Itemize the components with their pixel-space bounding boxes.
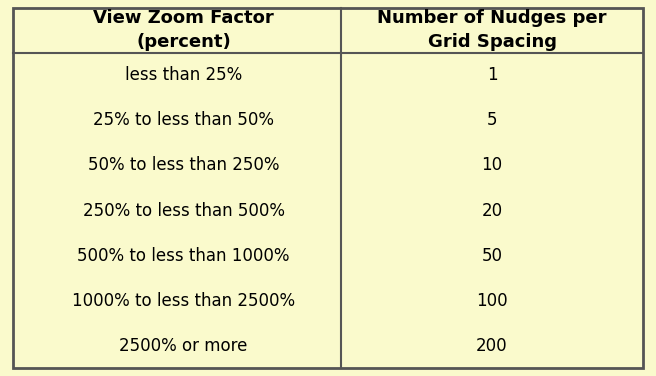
Text: less than 25%: less than 25% (125, 66, 242, 84)
Text: 100: 100 (476, 292, 508, 310)
Text: Number of Nudges per
Grid Spacing: Number of Nudges per Grid Spacing (377, 9, 607, 51)
Text: 200: 200 (476, 337, 508, 355)
Text: 10: 10 (482, 156, 502, 174)
Text: 1000% to less than 2500%: 1000% to less than 2500% (72, 292, 295, 310)
Text: 50% to less than 250%: 50% to less than 250% (88, 156, 279, 174)
Text: 1: 1 (487, 66, 497, 84)
Text: 500% to less than 1000%: 500% to less than 1000% (77, 247, 290, 265)
Text: 20: 20 (482, 202, 502, 220)
Text: 50: 50 (482, 247, 502, 265)
Text: View Zoom Factor
(percent): View Zoom Factor (percent) (93, 9, 274, 51)
Text: 5: 5 (487, 111, 497, 129)
FancyBboxPatch shape (13, 8, 643, 368)
Text: 2500% or more: 2500% or more (119, 337, 248, 355)
Text: 250% to less than 500%: 250% to less than 500% (83, 202, 285, 220)
Text: 25% to less than 50%: 25% to less than 50% (93, 111, 274, 129)
